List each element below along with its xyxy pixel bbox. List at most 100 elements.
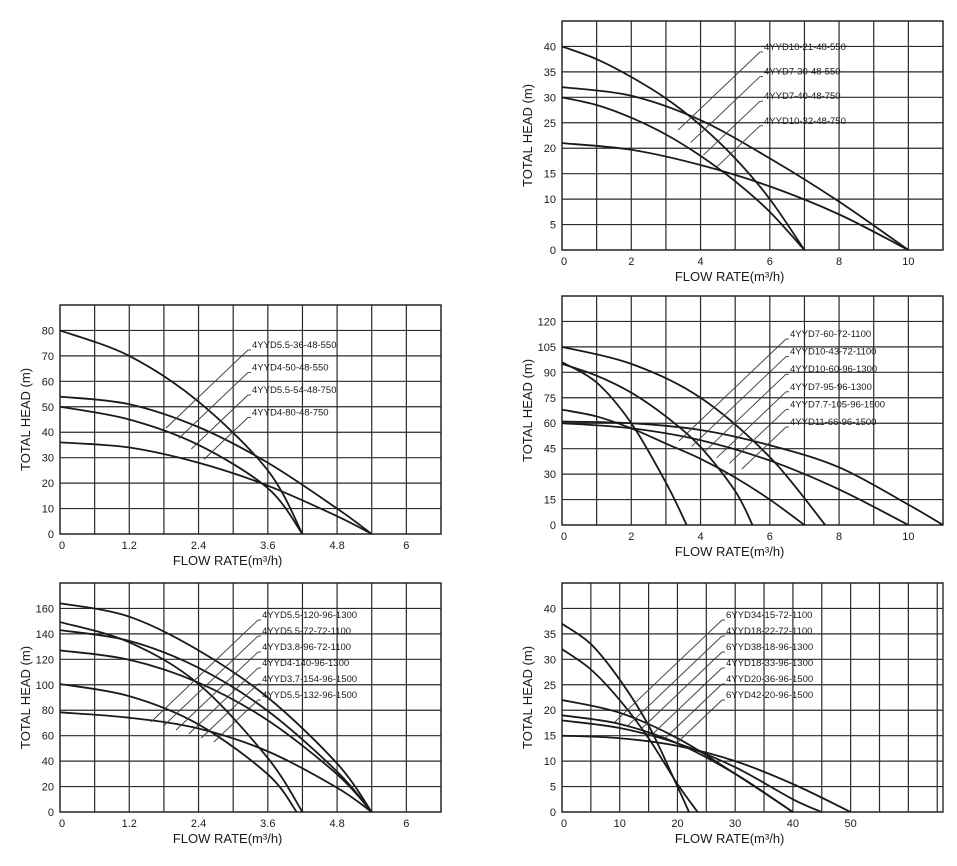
y-tick-label: 40 (42, 756, 54, 768)
legend-label-4yyd7-60-72-1100: 4YYD7-60-72-1100 (790, 329, 871, 340)
legend-leader (188, 667, 259, 735)
curve-4yyd4-50-48-550 (59, 405, 304, 535)
x-tick-label: 2.4 (191, 540, 206, 552)
x-tick-label: 4 (697, 256, 703, 268)
plot-frame (561, 582, 944, 813)
legend-leader (627, 635, 723, 727)
legend-leader (614, 619, 723, 723)
y-tick-label: 10 (544, 194, 556, 206)
curve-4yyd18-22-72-1100 (561, 622, 690, 813)
y-tick-label: 120 (36, 654, 54, 666)
y-tick-label: 35 (544, 629, 556, 641)
legend-label-4yyd18-22-72-1100: 4YYD18-22-72-1100 (726, 626, 812, 637)
plot-frame (561, 20, 944, 251)
y-tick-label: 75 (544, 393, 556, 405)
x-tick-label: 0 (561, 531, 567, 543)
legend-leader (677, 51, 761, 131)
curve-4yyd10-21-48-550 (561, 142, 909, 251)
curve-4yyd10-43-72-1100 (561, 422, 909, 526)
x-axis-label: FLOW RATE(m³/h) (173, 553, 283, 568)
curve-4yyd5-5-54-48-750 (59, 395, 373, 535)
y-tick-label: 25 (544, 680, 556, 692)
y-tick-label: 40 (544, 41, 556, 53)
y-tick-label: 15 (544, 731, 556, 743)
y-axis-label: TOTAL HEAD (m) (520, 646, 535, 749)
legend-leader (652, 667, 723, 735)
x-tick-label: 0 (561, 818, 567, 830)
legend-leader (741, 426, 787, 470)
legend-leader (678, 338, 787, 442)
legend-leader (190, 394, 249, 450)
legend-label-6yyd38-18-96-1300: 6YYD38-18-96-1300 (726, 642, 813, 653)
x-tick-label: 6 (403, 818, 409, 830)
y-tick-label: 0 (550, 245, 556, 257)
legend-label-4yyd5-5-36-48-550: 4YYD5.5-36-48-550 (252, 340, 337, 351)
chart-grid (59, 304, 442, 535)
curve-4yyd7-7-105-96-1500 (561, 346, 826, 526)
curve-4yyd5-5-36-48-550 (59, 441, 373, 535)
x-tick-label: 10 (614, 818, 626, 830)
curve-4yyd11-66-96-1500 (561, 361, 688, 526)
x-tick-label: 3.6 (260, 540, 275, 552)
x-tick-label: 30 (729, 818, 741, 830)
legend-label-4yyd5-5-132-96-1500: 4YYD5.5-132-96-1500 (262, 690, 357, 701)
y-tick-label: 5 (550, 782, 556, 794)
y-tick-label: 30 (544, 92, 556, 104)
legend-label-4yyd7-30-48-550: 4YYD7-30-48-550 (764, 67, 841, 78)
y-tick-label: 0 (48, 807, 54, 819)
curve-4yyd5-5-132-96-1500 (59, 602, 373, 813)
curve-4yyd10-60-96-1300 (561, 420, 944, 526)
x-axis-label: FLOW RATE(m³/h) (675, 269, 785, 284)
y-tick-label: 20 (544, 705, 556, 717)
x-tick-label: 4.8 (329, 540, 344, 552)
x-tick-label: 0 (59, 818, 65, 830)
curve-4yyd4-140-96-1300 (59, 621, 304, 813)
curve-4yyd7-95-96-1300 (561, 362, 754, 526)
y-tick-label: 100 (36, 680, 54, 692)
curve-4yyd7-60-72-1100 (561, 408, 805, 526)
legend-label-4yyd3-8-96-72-1100: 4YYD3.8-96-72-1100 (262, 642, 351, 653)
legend-leader (716, 391, 787, 459)
chart-top-right: 0 2 4 6 8 10 0 5 10 15 20 25 30 35 40 FLOW RATE(m³/h) TO… (520, 20, 944, 284)
legend-leader (664, 683, 723, 739)
y-tick-label: 160 (36, 603, 54, 615)
x-axis-label: FLOW RATE(m³/h) (675, 544, 785, 559)
legend-label-4yyd5-5-54-48-750: 4YYD5.5-54-48-750 (252, 385, 337, 396)
curve-4yyd4-80-48-750 (59, 329, 304, 535)
x-tick-label: 6 (767, 256, 773, 268)
curve-4yyd5-5-120-96-1300 (59, 649, 373, 813)
x-axis-label: FLOW RATE(m³/h) (675, 831, 785, 846)
y-tick-label: 80 (42, 705, 54, 717)
plot-frame (59, 304, 442, 535)
y-axis-label: TOTAL HEAD (m) (18, 646, 33, 749)
legend-leader (203, 417, 249, 460)
x-tick-label: 3.6 (260, 818, 275, 830)
x-tick-label: 6 (767, 531, 773, 543)
x-tick-label: 8 (836, 531, 842, 543)
y-tick-label: 30 (42, 453, 54, 465)
y-tick-label: 140 (36, 629, 54, 641)
y-tick-label: 45 (544, 444, 556, 456)
curve-6yyd34-15-72-1100 (561, 734, 852, 813)
legend-label-4yyd20-36-96-1500: 4YYD20-36-96-1500 (726, 674, 813, 685)
x-tick-label: 10 (902, 531, 914, 543)
legend-leader (702, 100, 761, 156)
y-axis-label: TOTAL HEAD (m) (18, 368, 33, 471)
legend-label-4yyd7-7-105-96-1500: 4YYD7.7-105-96-1500 (790, 399, 885, 410)
legend-leader (728, 409, 787, 464)
legend-leader (213, 699, 259, 743)
legend-leader (200, 683, 259, 739)
curve-4yyd7-40-48-750 (561, 45, 806, 251)
legend-leader (691, 356, 787, 447)
y-tick-label: 80 (42, 325, 54, 337)
legend-label-4yyd5-5-72-72-1100: 4YYD5.5-72-72-1100 (262, 626, 351, 637)
x-tick-label: 4 (697, 531, 703, 543)
y-tick-label: 5 (550, 220, 556, 232)
y-tick-label: 30 (544, 654, 556, 666)
y-tick-label: 40 (544, 603, 556, 615)
legend-label-4yyd10-32-48-750: 4YYD10-32-48-750 (764, 116, 846, 127)
legend-label-4yyd11-66-96-1500: 4YYD11-66-96-1500 (790, 417, 876, 428)
y-tick-label: 70 (42, 351, 54, 363)
chart-grid (561, 20, 944, 251)
